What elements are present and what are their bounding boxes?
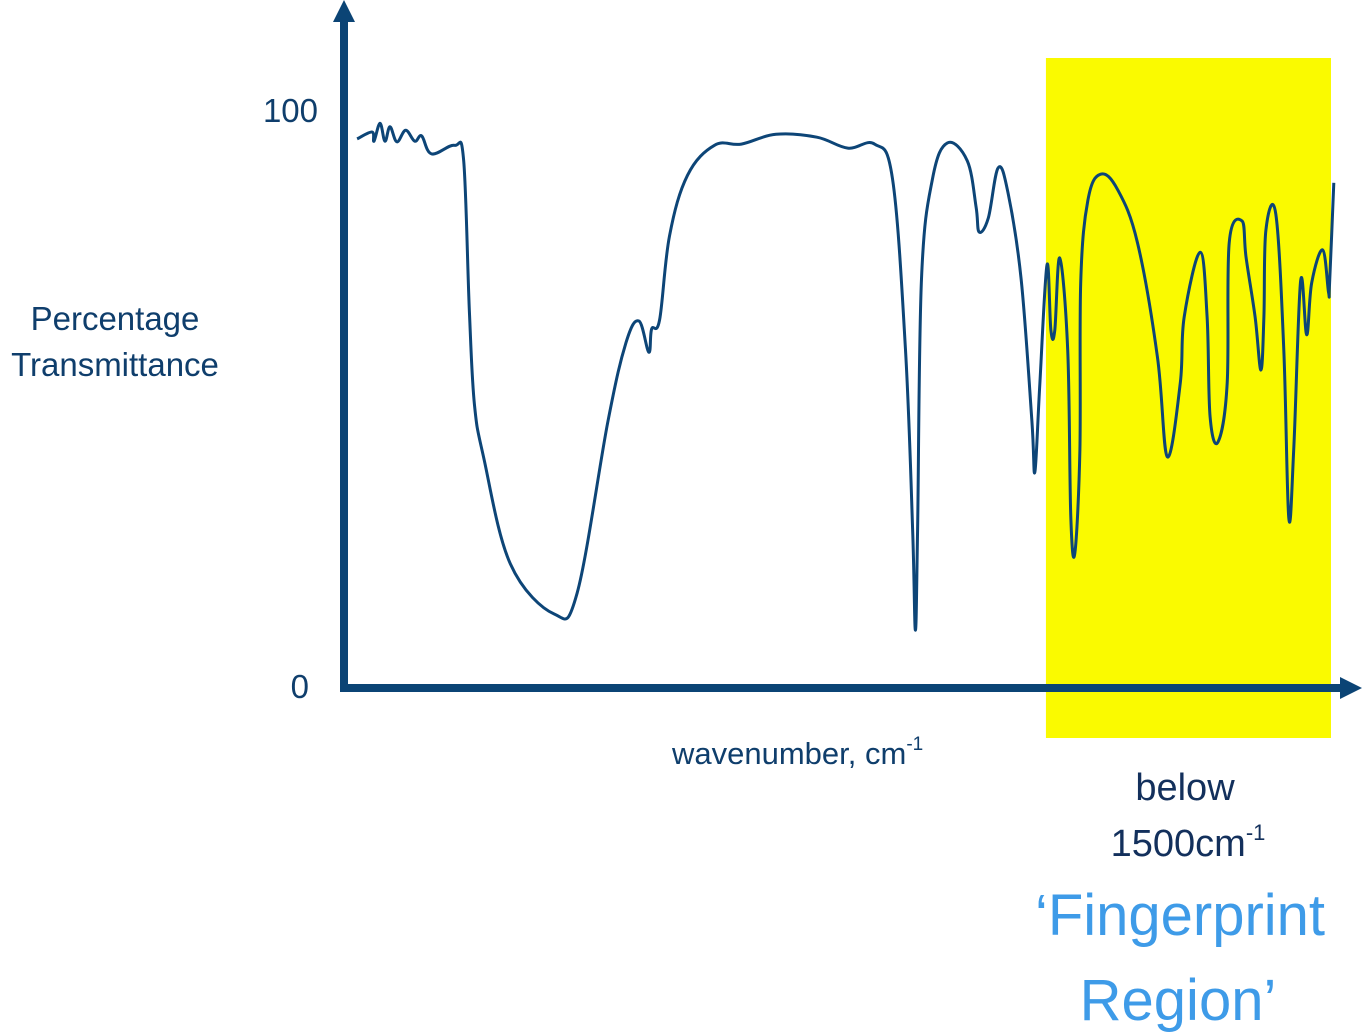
y-tick-label-0: 0: [291, 668, 309, 705]
x-axis-arrowhead: [1340, 677, 1362, 699]
spectrum-line: [356, 121, 1336, 632]
annotation-below: below: [1135, 767, 1235, 809]
y-tick-label-100: 100: [263, 92, 318, 129]
y-axis-label-line1: Percentage: [31, 300, 200, 337]
x-axis-label-text: wavenumber, cm: [671, 736, 906, 771]
annotation-fingerprint-line2: Region’: [1080, 968, 1277, 1033]
axes: [333, 0, 1362, 699]
y-axis-arrowhead: [333, 0, 355, 22]
x-axis-label-superscript: -1: [906, 734, 923, 755]
fingerprint-highlight-region: [1045, 58, 1331, 738]
annotation-fingerprint-line1: ‘Fingerprint: [1035, 883, 1325, 948]
annotation-threshold-superscript: -1: [1246, 820, 1266, 845]
y-axis-label-line2: Transmittance: [11, 346, 219, 383]
annotation-threshold: 1500cm-1: [1111, 820, 1266, 865]
annotation-threshold-text: 1500cm: [1111, 823, 1246, 865]
x-axis-label: wavenumber, cm-1: [671, 734, 923, 771]
